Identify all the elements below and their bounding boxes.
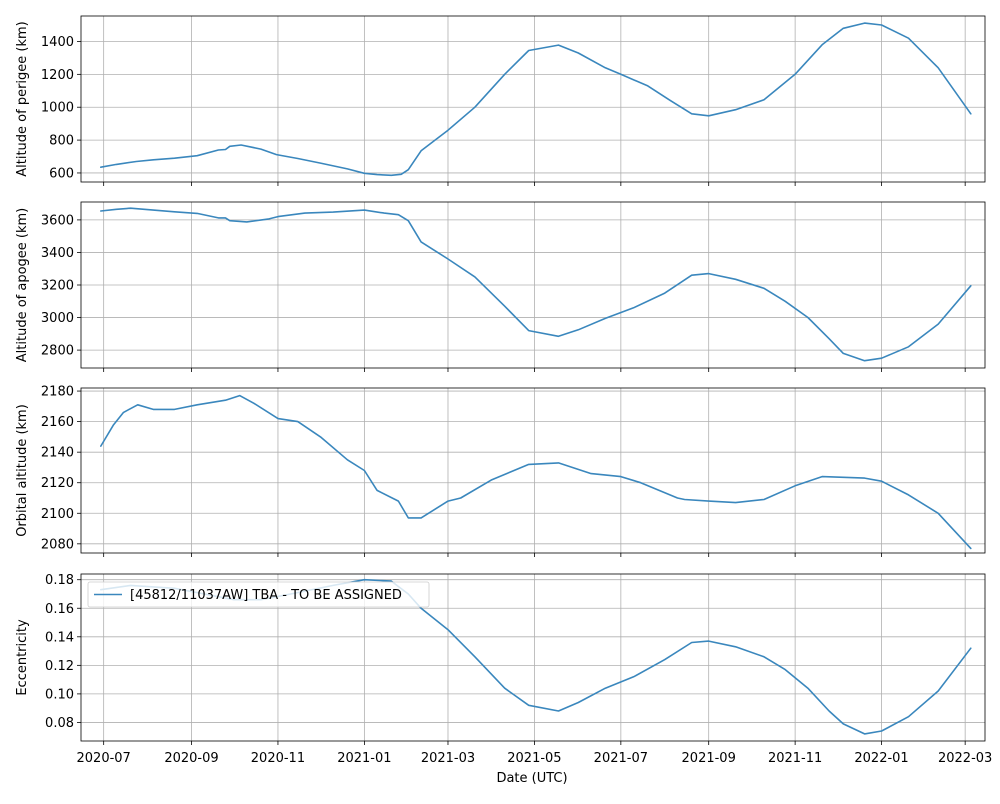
axes-frame-3 (80, 387, 986, 554)
y-tick-label-600: 600 (49, 166, 74, 181)
y-tick-label-0-14: 0.14 (45, 630, 74, 645)
y-axis-label-1: Altitude of perigee (km) (15, 21, 30, 177)
x-tick-label-2021-09: 2021-09 (682, 751, 736, 766)
x-tick-label-2021-11: 2021-11 (768, 751, 822, 766)
x-tick-label-2021-07: 2021-07 (594, 751, 648, 766)
y-tick-label-1200: 1200 (41, 68, 74, 83)
y-tick-label-2140: 2140 (41, 446, 74, 461)
y-tick-label-800: 800 (49, 134, 74, 149)
y-tick-label-2160: 2160 (41, 415, 74, 430)
panel-2: 2800 3000 3200 3400 3600 Altitude of apogee (… (15, 201, 986, 372)
series-line-panel-3 (100, 394, 972, 550)
y-tick-label-3600: 3600 (41, 213, 74, 228)
axes-frame-1 (80, 15, 986, 183)
y-tick-label-0-16: 0.16 (45, 602, 74, 617)
y-tick-label-1000: 1000 (41, 101, 74, 116)
x-axis-label: Date (UTC) (496, 771, 567, 786)
x-tick-label-2020-07: 2020-07 (77, 751, 131, 766)
x-tick-label-2020-11: 2020-11 (251, 751, 305, 766)
x-tick-label-2020-09: 2020-09 (164, 751, 218, 766)
y-axis-label-4: Eccentricity (15, 619, 30, 696)
y-tick-label-2800: 2800 (41, 344, 74, 359)
y-tick-label-2180: 2180 (41, 385, 74, 400)
series-line-panel-2 (100, 207, 972, 362)
x-tick-label-2021-01: 2021-01 (337, 751, 391, 766)
y-axis-label-2: Altitude of apogee (km) (15, 208, 30, 362)
x-tick-label-2021-05: 2021-05 (507, 751, 561, 766)
panel-3: 2080 2100 2120 2140 2160 2180 Orbital altitude… (15, 385, 986, 557)
y-tick-label-3000: 3000 (41, 311, 74, 326)
y-tick-label-0-12: 0.12 (45, 659, 74, 674)
y-tick-label-3200: 3200 (41, 279, 74, 294)
legend-label: [45812/11037AW] TBA - TO BE ASSIGNED (130, 588, 402, 603)
y-tick-label-0-18: 0.18 (45, 573, 74, 588)
x-tick-label-2021-03: 2021-03 (421, 751, 475, 766)
y-tick-label-3400: 3400 (41, 246, 74, 261)
axes-frame-4 (80, 573, 986, 742)
legend: [45812/11037AW] TBA - TO BE ASSIGNED (87, 581, 430, 608)
legend-box (87, 581, 430, 608)
y-tick-label-0-08: 0.08 (45, 716, 74, 731)
y-tick-label-1400: 1400 (41, 35, 74, 50)
x-tick-label-2022-03: 2022-03 (938, 751, 992, 766)
x-tick-label-2022-01: 2022-01 (854, 751, 908, 766)
series-line-panel-1 (100, 22, 972, 177)
panel-4: 0.08 0.10 0.12 0.14 0.16 0.18 Eccentricity 2020… (15, 573, 992, 766)
y-tick-label-0-10: 0.10 (45, 687, 74, 702)
y-tick-label-2120: 2120 (41, 476, 74, 491)
y-axis-label-3: Orbital altitude (km) (15, 404, 30, 537)
y-tick-label-2100: 2100 (41, 507, 74, 522)
y-tick-label-2080: 2080 (41, 537, 74, 552)
panel-1: 600 800 1000 1200 1400 Altitude of perigee (k… (15, 15, 986, 186)
axes-frame-2 (80, 201, 986, 369)
